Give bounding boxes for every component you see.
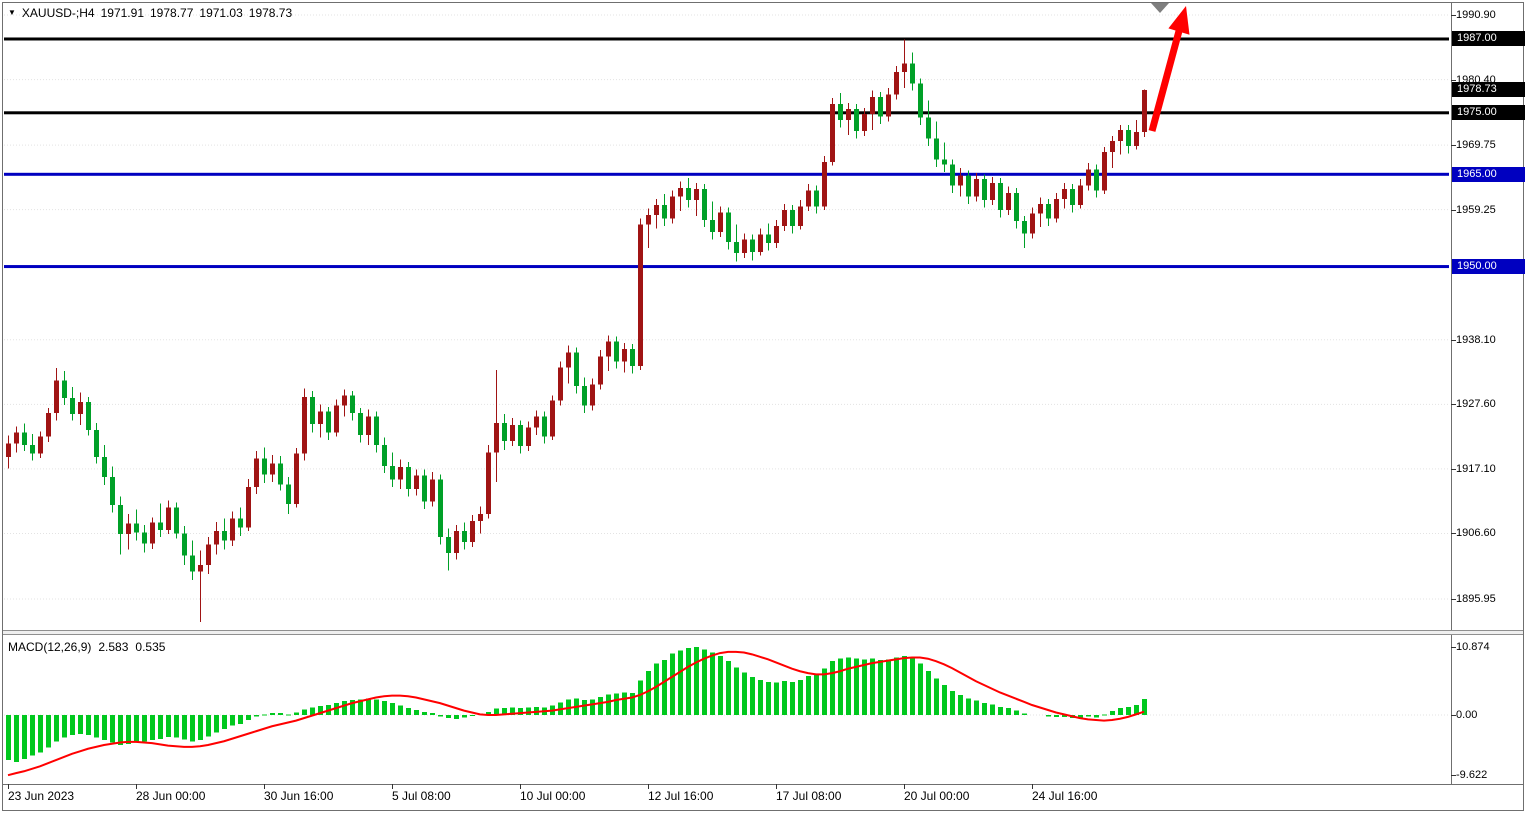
horizontal-level-line-1950.00[interactable] <box>4 265 1449 269</box>
macd-histogram <box>6 647 1147 762</box>
horizontal-level-line-1965.00[interactable] <box>4 172 1449 176</box>
candles-layer <box>6 39 1147 623</box>
macd-value: 2.583 <box>98 640 129 654</box>
trend-arrow[interactable] <box>1148 6 1190 132</box>
collapse-triangle-icon[interactable]: ▼ <box>8 8 16 17</box>
macd-name: MACD(12,26,9) <box>8 640 92 654</box>
quote-open: 1971.91 <box>100 6 144 20</box>
pane-splitter[interactable] <box>3 630 1523 635</box>
horizontal-level-line-1987.00[interactable] <box>4 37 1449 41</box>
symbol-timeframe: XAUUSD-;H4 <box>21 6 95 20</box>
macd-signal-line <box>7 650 1145 777</box>
quote-high: 1978.77 <box>150 6 194 20</box>
quote-low: 1971.03 <box>199 6 243 20</box>
macd-indicator-label: MACD(12,26,9) 2.583 0.535 <box>8 640 165 654</box>
object-anchor-icon <box>1151 3 1169 13</box>
quote-close: 1978.73 <box>248 6 293 20</box>
horizontal-level-line-1975.00[interactable] <box>4 111 1449 115</box>
quote-bar: ▼ XAUUSD-;H4 1971.91 1978.77 1971.03 197… <box>8 6 292 20</box>
macd-signal-value: 0.535 <box>135 640 166 654</box>
